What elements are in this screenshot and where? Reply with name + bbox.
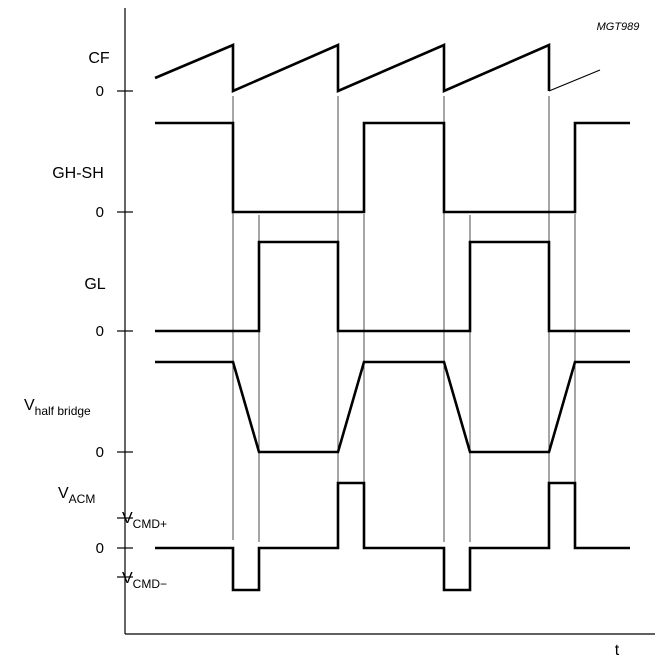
- gh-sh-label: GH-SH: [52, 165, 104, 182]
- gh-sh-zero-label: 0: [96, 204, 104, 221]
- vcmd-plus-label: VCMD+: [122, 510, 167, 531]
- time-axis-label: t: [615, 642, 620, 659]
- v-acm-label: VACM: [58, 485, 95, 506]
- gh-sh-waveform: [155, 121, 630, 214]
- timing-guide-lines: [232, 96, 576, 542]
- cf-label: CF: [88, 50, 110, 67]
- v-half-bridge-zero-label: 0: [96, 444, 104, 461]
- gl-zero-label: 0: [96, 323, 104, 340]
- gl-label: GL: [84, 276, 105, 293]
- cf-waveform: [154, 43, 601, 93]
- gl-waveform: [155, 240, 630, 333]
- cf-zero-label: 0: [96, 83, 104, 100]
- v-acm-zero-label: 0: [96, 540, 104, 557]
- v-half-bridge-label: Vhalf bridge: [24, 397, 91, 418]
- vcmd-minus-label: VCMD−: [122, 570, 167, 591]
- v-acm-waveform: [155, 481, 630, 592]
- v-half-bridge-waveform: [155, 360, 630, 454]
- figure-reference: MGT989: [597, 21, 640, 33]
- zero-ticks: [117, 90, 133, 578]
